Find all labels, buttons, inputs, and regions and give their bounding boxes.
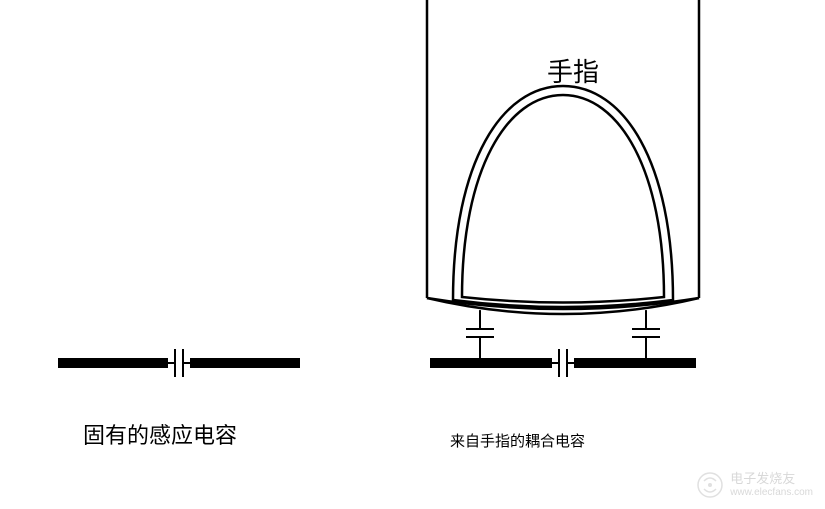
watermark-icon xyxy=(696,471,724,499)
watermark-brand: 电子发烧友 xyxy=(730,472,813,486)
watermark: 电子发烧友 www.elecfans.com xyxy=(696,471,813,499)
finger-label: 手指 xyxy=(547,52,599,89)
watermark-url: www.elecfans.com xyxy=(730,487,813,498)
intrinsic-capacitance-label: 固有的感应电容 xyxy=(83,418,237,450)
coupling-capacitance-label: 来自手指的耦合电容 xyxy=(450,430,585,451)
